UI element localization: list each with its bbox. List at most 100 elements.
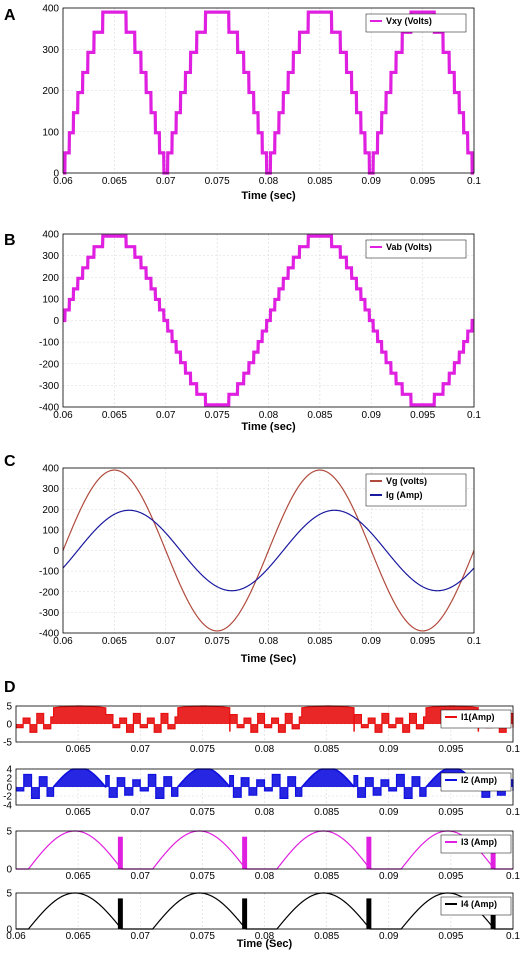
- y-tick-label: -400: [39, 629, 59, 640]
- x-tick-label: 0.08: [259, 636, 279, 647]
- x-tick-label: 0.095: [438, 871, 463, 882]
- panel-d-i4-chart: 0.06 0.065 0.07 0.075 0.08 0.085 0.09 0.095 0.1 5…: [6, 889, 520, 951]
- legend-label: Vg (volts): [386, 476, 427, 486]
- x-tick-label: 0.1: [467, 176, 481, 187]
- x-tick-label: 0.1: [467, 410, 481, 421]
- x-tick-label: 0.1: [506, 871, 520, 882]
- x-tick-label: 0.09: [362, 410, 382, 421]
- x-axis-label: Time (Sec): [237, 938, 293, 950]
- axes-frame: [15, 768, 514, 806]
- x-tick-label: 0.09: [379, 871, 399, 882]
- current-spike: [366, 898, 372, 929]
- y-tick-label: 0: [6, 865, 12, 876]
- x-tick-label: 0.1: [506, 931, 520, 942]
- legend-label: Vab (Volts): [386, 242, 432, 252]
- x-tick-label: 0.065: [102, 636, 127, 647]
- legend-box: [440, 834, 512, 854]
- x-tick-label: 0.08: [255, 807, 275, 818]
- panel-c-chart: 0.06 0.065 0.07 0.075 0.08 0.085 0.09 0.095 0.1 -…: [39, 464, 481, 666]
- legend-label: Vxy (Volts): [386, 16, 432, 26]
- y-tick-label: 200: [42, 86, 59, 97]
- legend-label: I4 (Amp): [461, 899, 497, 909]
- x-tick-label: 0.085: [307, 636, 332, 647]
- x-tick-label: 0.095: [410, 636, 435, 647]
- y-tick-label: 400: [42, 464, 59, 475]
- y-tick-label: -300: [39, 608, 59, 619]
- x-tick-label: 0.1: [506, 744, 520, 755]
- x-tick-label: 0.065: [102, 176, 127, 187]
- y-tick-label: 0: [6, 925, 12, 936]
- x-tick-label: 0.095: [410, 410, 435, 421]
- panel-label-c: C: [4, 453, 16, 470]
- x-tick-label: 0.065: [102, 410, 127, 421]
- x-tick-label: 0.065: [66, 931, 91, 942]
- x-tick-label: 0.07: [131, 931, 151, 942]
- x-tick-label: 0.08: [255, 871, 275, 882]
- x-tick-label: 0.08: [255, 744, 275, 755]
- x-tick-label: 0.09: [362, 636, 382, 647]
- axes-frame: [62, 467, 475, 634]
- y-tick-label: 400: [42, 230, 59, 241]
- x-tick-label: 0.095: [438, 744, 463, 755]
- x-tick-label: 0.065: [66, 744, 91, 755]
- legend-label: Ig (Amp): [386, 490, 423, 500]
- x-tick-label: 0.085: [314, 931, 339, 942]
- y-tick-label: -2: [3, 792, 12, 803]
- x-tick-label: 0.06: [53, 636, 73, 647]
- y-tick-label: 300: [42, 251, 59, 262]
- y-tick-label: 5: [6, 702, 12, 713]
- legend-box: [440, 772, 512, 792]
- current-spike: [242, 836, 248, 869]
- series-line-ig-amp-: [62, 509, 475, 592]
- y-tick-label: 5: [6, 827, 12, 838]
- y-tick-label: 300: [42, 45, 59, 56]
- x-tick-label: 0.07: [131, 744, 151, 755]
- series-fill: [16, 706, 513, 733]
- panel-d-i1-chart: 0.065 0.07 0.075 0.08 0.085 0.09 0.095 0.1 5 0 -5 I…: [3, 702, 520, 756]
- y-tick-label: 400: [42, 4, 59, 15]
- legend-box: [440, 896, 512, 916]
- x-tick-label: 0.09: [379, 744, 399, 755]
- series-line-vab-volts-: [63, 234, 474, 407]
- y-tick-label: -5: [3, 738, 12, 749]
- x-tick-label: 0.075: [190, 871, 215, 882]
- legend-box: [440, 709, 512, 729]
- axes-frame: [62, 233, 475, 408]
- y-tick-label: 100: [42, 294, 59, 305]
- x-tick-label: 0.085: [314, 744, 339, 755]
- x-tick-label: 0.1: [467, 636, 481, 647]
- x-axis-label: Time (sec): [241, 190, 296, 202]
- current-spike: [117, 898, 123, 929]
- legend-label: I3 (Amp): [461, 837, 497, 847]
- x-tick-label: 0.075: [205, 410, 230, 421]
- y-tick-label: -200: [39, 359, 59, 370]
- x-tick-label: 0.085: [307, 176, 332, 187]
- y-tick-label: 0: [6, 720, 12, 731]
- x-tick-label: 0.085: [314, 807, 339, 818]
- axes-frame: [15, 892, 514, 930]
- panel-a-chart: 0.06 0.065 0.07 0.075 0.08 0.085 0.09 0.095 0.1 0…: [42, 4, 481, 203]
- y-tick-label: 200: [42, 505, 59, 516]
- x-tick-label: 0.08: [259, 176, 279, 187]
- x-tick-label: 0.075: [190, 807, 215, 818]
- panel-label-a: A: [4, 7, 16, 24]
- x-tick-label: 0.08: [259, 410, 279, 421]
- x-tick-label: 0.07: [131, 871, 151, 882]
- y-tick-label: -100: [39, 567, 59, 578]
- x-tick-label: 0.06: [53, 410, 73, 421]
- y-tick-label: 200: [42, 273, 59, 284]
- y-tick-label: 4: [6, 765, 12, 776]
- panel-d-i3-chart: 0.065 0.07 0.075 0.08 0.085 0.09 0.095 0.1 5 0 I3 …: [6, 827, 520, 883]
- x-tick-label: 0.08: [255, 931, 275, 942]
- y-tick-label: 0: [53, 169, 59, 180]
- x-tick-label: 0.09: [362, 176, 382, 187]
- x-tick-label: 0.07: [131, 807, 151, 818]
- legend-box: [365, 13, 467, 33]
- x-tick-label: 0.095: [438, 931, 463, 942]
- panel-d-i2-chart: 0.065 0.07 0.075 0.08 0.085 0.09 0.095 0.1 420-2…: [3, 765, 520, 819]
- axes-frame: [15, 705, 514, 743]
- y-tick-label: -300: [39, 381, 59, 392]
- x-tick-label: 0.065: [66, 807, 91, 818]
- x-tick-label: 0.07: [156, 636, 176, 647]
